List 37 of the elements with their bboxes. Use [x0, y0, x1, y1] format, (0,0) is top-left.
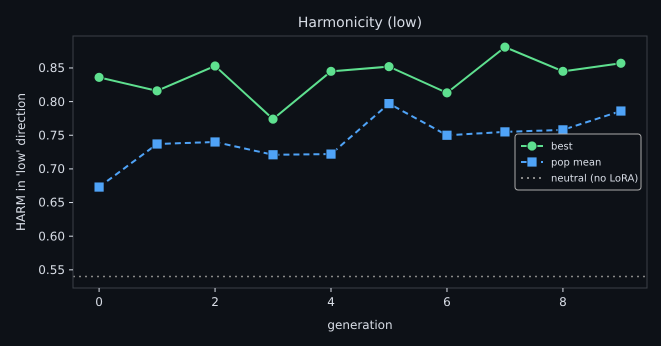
- point: [268, 149, 278, 160]
- legend-label: pop mean: [551, 158, 602, 168]
- point: [94, 182, 104, 192]
- chart-title: Harmonicity (low): [298, 15, 422, 31]
- y-tick-label: 0.70: [38, 162, 65, 176]
- point: [384, 61, 394, 72]
- point: [94, 72, 104, 83]
- y-tick-label: 0.60: [38, 229, 65, 244]
- y-tick-label: 0.85: [38, 61, 65, 76]
- point: [442, 130, 452, 141]
- point: [616, 58, 626, 69]
- x-tick-label: 0: [95, 295, 103, 309]
- point: [152, 85, 162, 96]
- x-tick-label: 2: [211, 295, 219, 309]
- point: [500, 126, 510, 138]
- point: [326, 66, 336, 77]
- point: [616, 106, 626, 116]
- y-tick-label: 0.80: [38, 94, 65, 109]
- point: [152, 138, 162, 150]
- x-tick-label: 4: [327, 295, 335, 309]
- point: [384, 98, 394, 110]
- y-tick-label: 0.55: [38, 263, 65, 278]
- point: [558, 66, 568, 77]
- point: [210, 136, 220, 148]
- x-tick-label: 8: [559, 295, 567, 309]
- point: [326, 148, 336, 160]
- point: [442, 87, 452, 98]
- y-tick-label: 0.65: [38, 196, 65, 210]
- legend-label: best: [551, 142, 573, 152]
- x-tick-label: 6: [443, 295, 451, 309]
- x-axis-title: generation: [327, 318, 393, 332]
- point: [268, 114, 278, 125]
- y-tick-label: 0.75: [38, 128, 65, 142]
- legend-label: neutral (no LoRA): [551, 174, 638, 184]
- point: [500, 42, 510, 53]
- y-axis-title: HARM in 'low' direction: [14, 93, 28, 231]
- point: [210, 60, 220, 72]
